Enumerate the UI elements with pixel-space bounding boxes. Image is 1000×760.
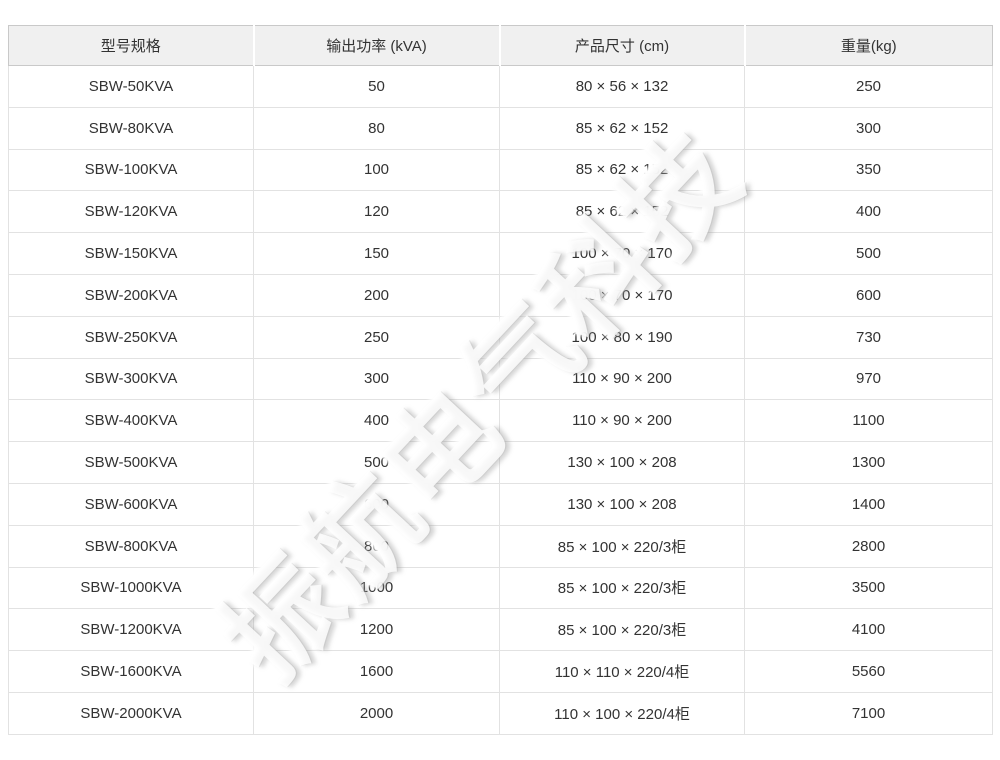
table-row: SBW-1200KVA 1200 85 × 100 × 220/3柜 4100 [8,608,993,652]
table-cell-size: 85 × 62 × 152 [499,190,745,234]
table-cell-power: 600 [253,482,500,526]
table-cell-weight: 970 [744,357,993,401]
table-cell-power: 80 [253,106,500,150]
column-header-model: 型号规格 [8,25,255,66]
table-cell-model: SBW-300KVA [8,357,254,401]
table-cell-power: 250 [253,315,500,359]
table-cell-model: SBW-200KVA [8,273,254,317]
table-row: SBW-150KVA 150 100 × 70 × 170 500 [8,232,993,275]
table-cell-weight: 400 [744,190,993,234]
table-row: SBW-400KVA 400 110 × 90 × 200 1100 [8,399,993,443]
table-cell-power: 200 [253,273,500,317]
table-cell-weight: 5560 [744,650,993,693]
table-cell-model: SBW-800KVA [8,524,254,568]
table-cell-weight: 600 [744,273,993,317]
table-row: SBW-200KVA 200 100 × 70 × 170 600 [8,273,993,317]
table-cell-size: 100 × 70 × 170 [499,273,745,317]
table-cell-model: SBW-500KVA [8,441,254,484]
table-cell-model: SBW-120KVA [8,190,254,234]
column-header-power: 输出功率 (kVA) [252,25,501,66]
table-cell-power: 500 [253,441,500,484]
table-cell-weight: 4100 [744,608,993,652]
table-cell-size: 110 × 110 × 220/4柜 [499,650,745,693]
table-cell-weight: 350 [744,148,993,192]
table-row: SBW-50KVA 50 80 × 56 × 132 250 [8,65,993,108]
table-cell-weight: 1300 [744,441,993,484]
table-cell-power: 400 [253,399,500,443]
table-cell-power: 300 [253,357,500,401]
table-row: SBW-120KVA 120 85 × 62 × 152 400 [8,190,993,234]
table-body: SBW-50KVA 50 80 × 56 × 132 250 SBW-80KVA 80 85… [8,65,993,735]
table-cell-power: 1600 [253,650,500,693]
table-cell-model: SBW-400KVA [8,399,254,443]
table-cell-model: SBW-1600KVA [8,650,254,693]
table-cell-size: 130 × 100 × 208 [499,482,745,526]
table-cell-size: 110 × 90 × 200 [499,399,745,443]
table-cell-weight: 1100 [744,399,993,443]
table-row: SBW-1600KVA 1600 110 × 110 × 220/4柜 5560 [8,650,993,693]
table-cell-model: SBW-600KVA [8,482,254,526]
table-row: SBW-80KVA 80 85 × 62 × 152 300 [8,106,993,150]
table-cell-size: 130 × 100 × 208 [499,441,745,484]
table-cell-model: SBW-100KVA [8,148,254,192]
table-cell-power: 1200 [253,608,500,652]
spec-table: 型号规格 输出功率 (kVA) 产品尺寸 (cm) 重量(kg) SBW-50K… [8,25,993,735]
table-cell-power: 1000 [253,566,500,610]
table-cell-model: SBW-250KVA [8,315,254,359]
table-cell-size: 85 × 62 × 152 [499,148,745,192]
table-cell-power: 120 [253,190,500,234]
column-header-weight: 重量(kg) [743,25,993,66]
table-cell-size: 85 × 100 × 220/3柜 [499,524,745,568]
table-cell-weight: 300 [744,106,993,150]
table-cell-size: 85 × 100 × 220/3柜 [499,608,745,652]
table-cell-power: 50 [253,65,500,108]
table-row: SBW-2000KVA 2000 110 × 100 × 220/4柜 7100 [8,691,993,735]
column-header-size: 产品尺寸 (cm) [498,25,746,66]
table-cell-power: 100 [253,148,500,192]
table-cell-weight: 7100 [744,691,993,735]
table-row: SBW-500KVA 500 130 × 100 × 208 1300 [8,441,993,484]
table-cell-weight: 500 [744,232,993,275]
table-cell-weight: 1400 [744,482,993,526]
table-row: SBW-600KVA 600 130 × 100 × 208 1400 [8,482,993,526]
table-cell-weight: 250 [744,65,993,108]
table-row: SBW-100KVA 100 85 × 62 × 152 350 [8,148,993,192]
table-cell-size: 110 × 100 × 220/4柜 [499,691,745,735]
table-cell-size: 85 × 62 × 152 [499,106,745,150]
table-row: SBW-250KVA 250 100 × 80 × 190 730 [8,315,993,359]
table-header: 型号规格 输出功率 (kVA) 产品尺寸 (cm) 重量(kg) [8,25,993,66]
table-cell-size: 100 × 80 × 190 [499,315,745,359]
table-cell-weight: 3500 [744,566,993,610]
table-cell-model: SBW-1200KVA [8,608,254,652]
spec-table-container: 型号规格 输出功率 (kVA) 产品尺寸 (cm) 重量(kg) SBW-50K… [8,25,993,735]
table-cell-model: SBW-50KVA [8,65,254,108]
table-cell-weight: 2800 [744,524,993,568]
table-cell-size: 85 × 100 × 220/3柜 [499,566,745,610]
table-cell-power: 2000 [253,691,500,735]
table-cell-model: SBW-150KVA [8,232,254,275]
table-cell-weight: 730 [744,315,993,359]
table-cell-model: SBW-2000KVA [8,691,254,735]
table-row: SBW-1000KVA 1000 85 × 100 × 220/3柜 3500 [8,566,993,610]
table-cell-size: 110 × 90 × 200 [499,357,745,401]
table-row: SBW-800KVA 800 85 × 100 × 220/3柜 2800 [8,524,993,568]
table-cell-size: 100 × 70 × 170 [499,232,745,275]
table-cell-power: 800 [253,524,500,568]
table-cell-model: SBW-1000KVA [8,566,254,610]
table-header-row: 型号规格 输出功率 (kVA) 产品尺寸 (cm) 重量(kg) [8,25,993,66]
table-cell-size: 80 × 56 × 132 [499,65,745,108]
table-cell-power: 150 [253,232,500,275]
table-row: SBW-300KVA 300 110 × 90 × 200 970 [8,357,993,401]
table-cell-model: SBW-80KVA [8,106,254,150]
